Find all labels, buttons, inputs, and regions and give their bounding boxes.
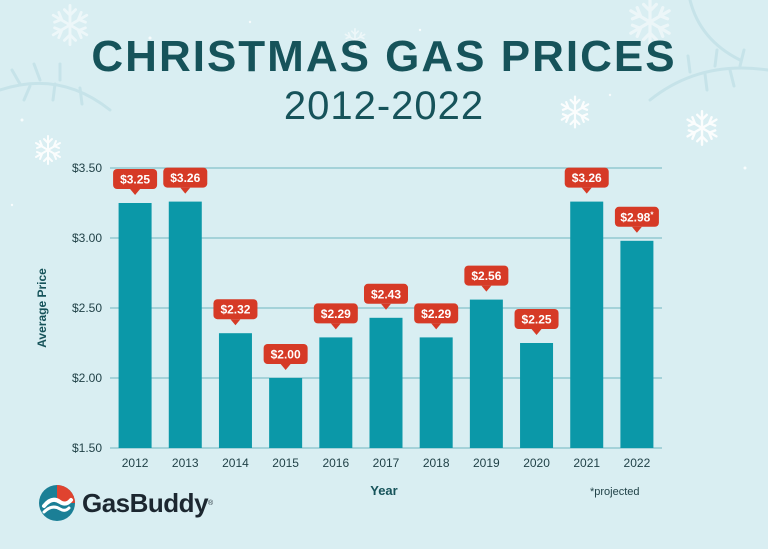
chart-subtitle: 2012-2022 [283,84,485,128]
bar [269,378,303,448]
data-label: $2.29 [421,307,451,321]
data-label-pointer [581,187,592,194]
data-label-pointer [230,319,241,326]
data-label: $2.32 [220,303,250,317]
data-label-box [564,167,609,188]
data-label: $2.29 [321,307,351,321]
x-tick-label: 2021 [573,456,600,470]
data-label-box [163,167,208,188]
brand-name: GasBuddy [82,487,209,518]
data-label-box [514,309,559,329]
data-label: $2.43 [371,287,401,301]
data-label-box [364,283,408,304]
y-tick-label: $3.00 [72,231,102,245]
y-tick-label: $2.00 [72,371,102,385]
data-label: $2.98* [620,210,654,224]
data-label-pointer [381,303,391,310]
gasbuddy-logo-icon [39,485,75,521]
bar [218,333,252,448]
projected-footnote: *projected [590,486,640,498]
data-label-box [464,265,509,286]
data-label: $2.00 [271,348,301,362]
bar [168,201,202,448]
data-label: $2.25 [522,313,552,327]
x-tick-label: 2016 [322,456,349,470]
data-label-pointer [280,364,291,370]
x-tick-label: 2013 [172,456,199,470]
bar [369,317,403,448]
data-label-box [614,206,659,227]
data-label-pointer [631,226,642,233]
x-tick-label: 2022 [624,456,651,470]
data-label-box [313,303,358,324]
data-label-box [263,344,308,364]
bar [570,201,604,448]
bar [469,299,503,448]
x-tick-label: 2019 [473,456,500,470]
data-label-pointer [180,187,191,194]
bar [118,203,152,448]
bar [419,337,453,448]
chart-title: CHRISTMAS GAS PRICES [91,32,677,81]
data-label: $2.56 [471,269,501,283]
data-label-box [414,303,459,324]
y-tick-label: $3.50 [72,161,102,175]
bar [319,337,353,448]
data-label: $3.26 [170,171,200,185]
data-label: $3.26 [572,171,602,185]
y-tick-label: $2.50 [72,301,102,315]
y-axis-label: Average Price [35,268,49,348]
data-label-pointer [330,323,341,330]
gasbuddy-logo: GasBuddy ® [38,484,213,522]
bar [520,343,554,448]
data-label-pointer [130,189,141,195]
x-tick-label: 2017 [373,456,400,470]
x-tick-label: 2020 [523,456,550,470]
x-tick-label: 2015 [272,456,299,470]
bar [620,240,654,448]
data-label-box [213,299,258,320]
x-tick-label: 2018 [423,456,450,470]
x-axis-label: Year [370,483,397,498]
x-tick-label: 2014 [222,456,249,470]
data-label: $3.25 [120,173,150,187]
data-label-pointer [481,285,492,292]
data-label-pointer [431,323,442,330]
data-label-pointer [531,329,542,335]
y-tick-label: $1.50 [72,441,102,455]
data-label-box [113,169,158,189]
trademark-symbol: ® [208,499,214,507]
x-tick-label: 2012 [122,456,149,470]
